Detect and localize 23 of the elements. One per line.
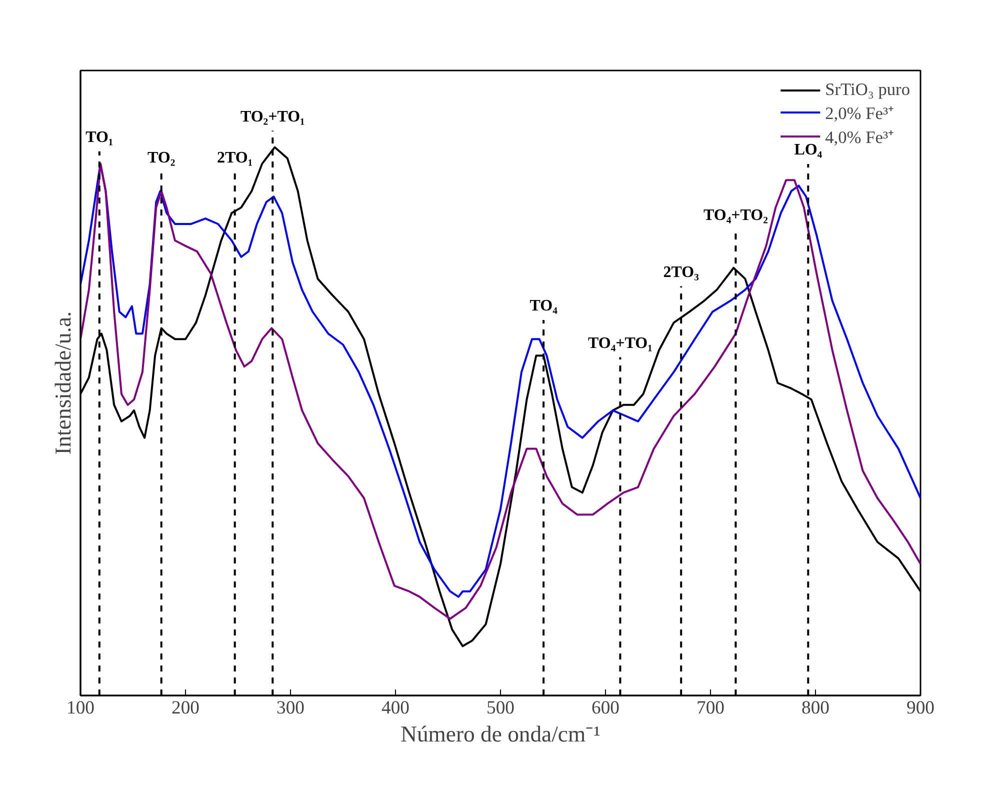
x-tick-label: 800	[802, 698, 830, 718]
legend-label: 4,0% Fe³⁺	[825, 127, 894, 148]
x-tick-label: 200	[172, 698, 200, 718]
ref-line-label: 2TO₃	[663, 264, 700, 281]
ref-line-label: 2TO₁	[217, 149, 253, 166]
x-tick-label: 900	[906, 698, 934, 718]
ref-line-label: LO₄	[794, 142, 822, 159]
legend-label: SrTiO₃ puro	[825, 80, 910, 100]
ref-line-label: TO₄	[530, 297, 558, 314]
x-axis-title: Número de onda/cm⁻¹	[400, 722, 600, 746]
x-tick-label: 500	[486, 698, 514, 718]
x-tick-label: 100	[66, 698, 94, 718]
ref-line-label: TO₁	[86, 128, 114, 146]
x-tick-label: 700	[696, 698, 724, 718]
x-tick-label: 400	[382, 698, 410, 718]
ref-line-label: TO₂	[148, 149, 176, 166]
x-tick-label: 300	[276, 698, 304, 718]
legend-label: 2,0% Fe³⁺	[825, 103, 894, 124]
ref-line-label: TO₂+TO₁	[240, 108, 306, 126]
ref-line-label: TO₄+TO₁	[588, 334, 653, 352]
x-tick-label: 600	[592, 698, 620, 718]
ref-line-label: TO₄+TO₂	[704, 207, 768, 224]
y-axis-title: Intensidade/u.a.	[50, 311, 76, 455]
